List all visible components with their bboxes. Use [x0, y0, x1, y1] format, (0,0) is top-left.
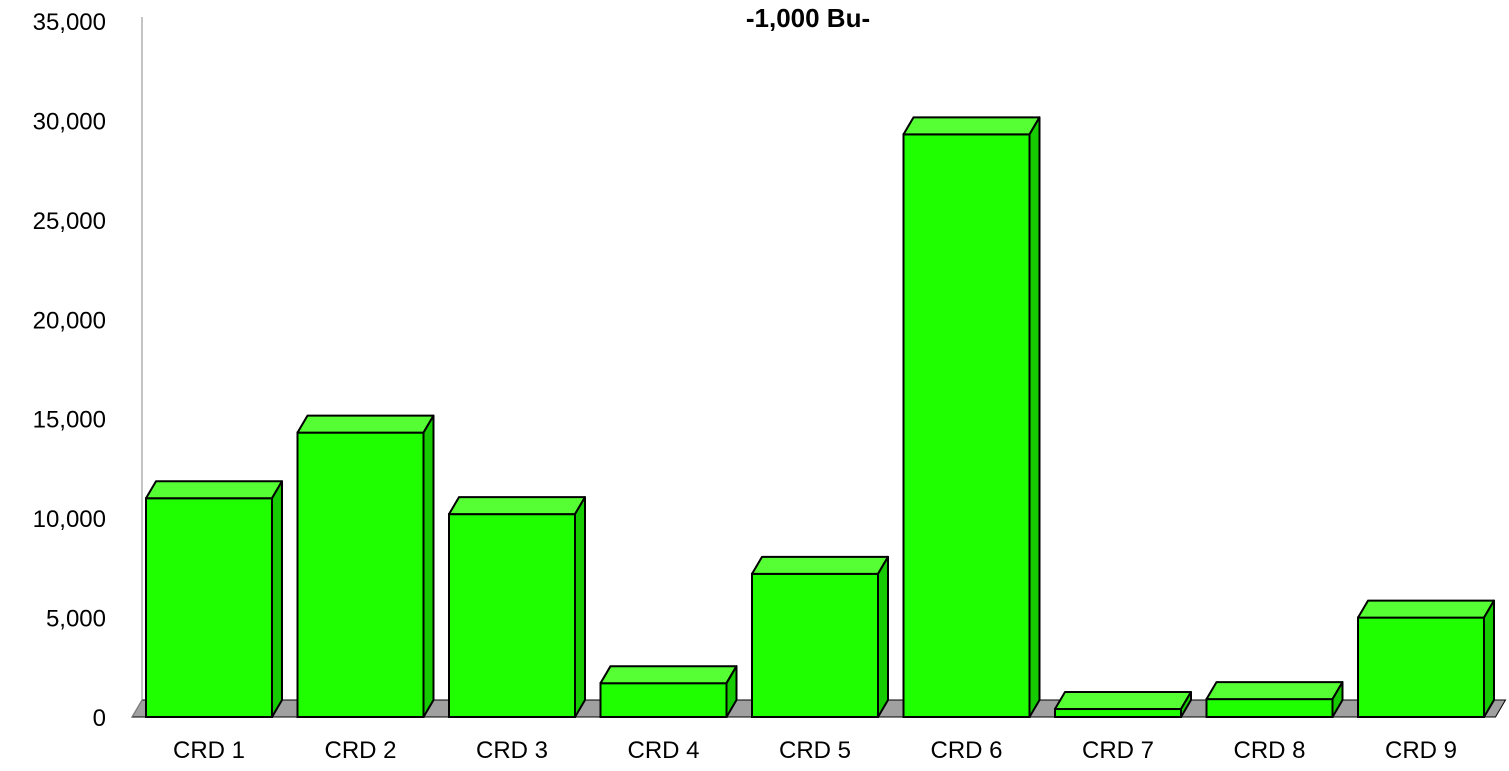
bar-front — [448, 513, 576, 718]
bar-front — [1357, 616, 1485, 718]
y-axis-foot — [131, 699, 143, 718]
bar — [1357, 599, 1495, 718]
bar-front — [296, 431, 425, 718]
bar-top — [296, 414, 435, 434]
bar-side — [271, 480, 283, 718]
bar-front — [1205, 698, 1334, 718]
bar — [751, 555, 889, 719]
bar — [145, 480, 283, 718]
bar-top — [1205, 681, 1344, 701]
x-tick-label: CRD 5 — [779, 737, 851, 764]
bar-side — [1331, 681, 1344, 718]
x-tick-label: CRD 8 — [1233, 737, 1305, 764]
bar-top — [599, 665, 738, 685]
bar-top — [448, 496, 586, 516]
x-tick-label: CRD 1 — [173, 737, 245, 764]
bar-front — [145, 497, 273, 718]
x-tick-label: CRD 4 — [627, 737, 699, 764]
y-tick-label: 0 — [93, 705, 106, 732]
bar-side — [1028, 116, 1041, 718]
bar-side — [725, 665, 738, 718]
y-tick-label: 10,000 — [33, 506, 106, 533]
bar — [1054, 691, 1192, 719]
y-tick-label: 15,000 — [33, 407, 106, 434]
bar — [599, 665, 738, 718]
y-tick-label: 25,000 — [33, 208, 106, 235]
y-tick-label: 30,000 — [33, 108, 106, 135]
y-tick-label: 35,000 — [33, 9, 106, 36]
bar-front — [902, 133, 1031, 718]
bar-top — [902, 116, 1041, 136]
bar — [902, 116, 1041, 718]
bar — [448, 496, 586, 718]
bar-side — [574, 496, 586, 718]
bar-front — [1054, 708, 1182, 719]
bar-front — [751, 572, 879, 719]
bar-side — [422, 414, 435, 718]
bar — [1205, 681, 1344, 718]
x-tick-label: CRD 9 — [1385, 737, 1457, 764]
bar-top — [1054, 691, 1192, 711]
bar-top — [751, 555, 889, 575]
x-tick-label: CRD 3 — [476, 737, 548, 764]
x-tick-label: CRD 6 — [930, 737, 1002, 764]
chart-title: -1,000 Bu- — [746, 3, 870, 33]
x-tick-label: CRD 2 — [324, 737, 396, 764]
bar-side — [877, 555, 889, 718]
bar-front — [599, 682, 728, 718]
bar-side — [1483, 599, 1495, 718]
bar-side — [1180, 691, 1192, 718]
bar-top — [145, 480, 283, 500]
y-tick-label: 5,000 — [46, 606, 106, 633]
y-tick-label: 20,000 — [33, 307, 106, 334]
bar — [296, 414, 435, 718]
bar-top — [1357, 599, 1495, 619]
x-tick-label: CRD 7 — [1082, 737, 1154, 764]
